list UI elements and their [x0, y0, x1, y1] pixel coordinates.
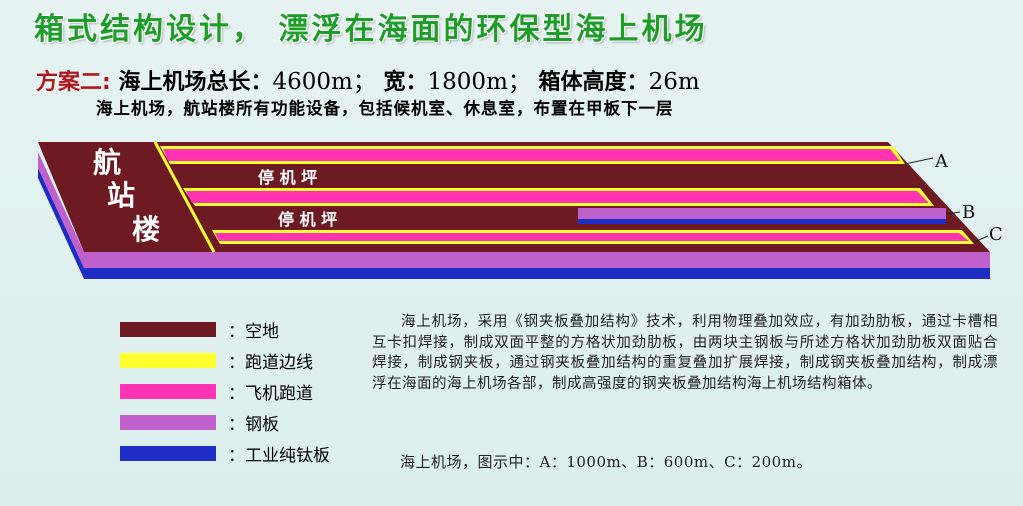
- airport-diagram: 航 站 楼 停 机 坪 停 机 坪 A B C: [38, 141, 1003, 279]
- height-value: 26m: [648, 69, 700, 95]
- steel-plate-layer: [38, 152, 990, 268]
- runway-b-titanium: [578, 219, 946, 224]
- marker-a-leader: [904, 157, 934, 165]
- plan-label: 方案二:: [36, 70, 111, 95]
- legend: ：空地 ：跑道边线 ：飞机跑道 ：钢板 ：工业纯钛板: [120, 314, 330, 469]
- legend-label: ：飞机跑道: [228, 384, 313, 404]
- legend-swatch-open-ground: [120, 322, 216, 337]
- runway-mid: [186, 191, 929, 203]
- terminal-divider: [153, 141, 216, 253]
- legend-swatch-edge-line: [120, 353, 216, 368]
- page-title: 箱式结构设计， 漂浮在海面的环保型海上机场: [34, 12, 708, 47]
- marker-b-leader: [945, 211, 961, 215]
- marker-c: C: [989, 224, 1003, 245]
- width-value: 1800m；: [427, 69, 531, 95]
- legend-item-edge-line: ：跑道边线: [120, 345, 330, 376]
- dimension-footnote: 海上机场，图示中：A：1000m、B：600m、C：200m。: [400, 453, 812, 471]
- marker-a: A: [934, 151, 949, 172]
- marker-c-leader: [973, 235, 989, 243]
- runway-c: [215, 233, 969, 241]
- runway-b-plate: [578, 208, 946, 219]
- legend-item-open-ground: ：空地: [120, 314, 330, 345]
- plan-specs: 方案二: 海上机场总长：4600m； 宽：1800m； 箱体高度：26m: [36, 62, 700, 96]
- height-label: 箱体高度：: [538, 70, 649, 95]
- terminal-description: 海上机场，航站楼所有功能设备，包括候机室、休息室，布置在甲板下一层: [96, 99, 674, 118]
- legend-item-titanium: ：工业纯钛板: [120, 438, 330, 469]
- legend-item-steel-plate: ：钢板: [120, 407, 330, 438]
- terminal-char-2: 站: [107, 179, 135, 212]
- terminal-char-1: 航: [93, 146, 121, 179]
- legend-label: ：跑道边线: [228, 353, 313, 373]
- marker-b: B: [962, 202, 975, 223]
- terminal-char-3: 楼: [132, 213, 160, 246]
- width-label: 宽：: [383, 70, 428, 95]
- apron-label-1: 停 机 坪: [258, 168, 317, 187]
- length-label: 海上机场总长：: [118, 70, 273, 95]
- apron-label-2: 停 机 坪: [278, 210, 337, 229]
- legend-label: ：工业纯钛板: [228, 446, 330, 466]
- legend-swatch-steel-plate: [120, 415, 216, 430]
- legend-label: ：钢板: [228, 415, 279, 435]
- legend-item-runway: ：飞机跑道: [120, 376, 330, 407]
- legend-swatch-titanium: [120, 446, 216, 461]
- legend-label: ：空地: [228, 322, 279, 342]
- legend-swatch-runway: [120, 384, 216, 399]
- length-value: 4600m；: [272, 69, 376, 95]
- structure-description: 海上机场，采用《钢夹板叠加结构》技术，利用物理叠加效应，有加劲肋板，通过卡槽相互…: [372, 314, 998, 392]
- runway-a: [163, 149, 900, 161]
